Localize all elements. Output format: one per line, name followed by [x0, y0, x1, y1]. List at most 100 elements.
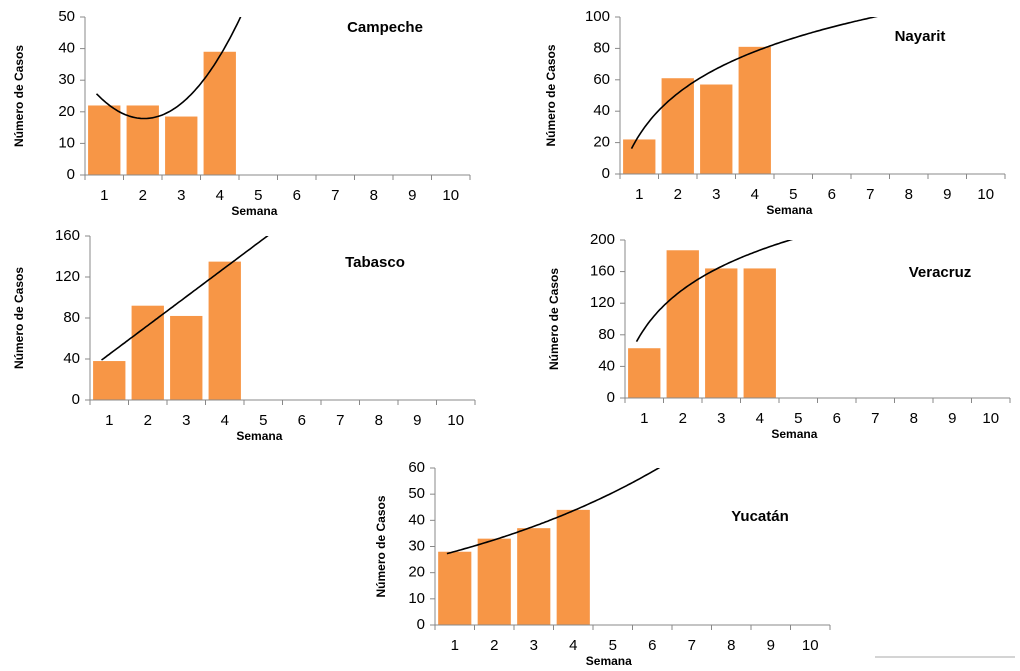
y-tick-label: 80 [63, 309, 80, 326]
y-tick-label: 10 [408, 590, 425, 607]
x-tick-label: 2 [144, 412, 152, 429]
y-tick-label: 30 [58, 71, 75, 88]
y-tick-label: 10 [58, 134, 75, 151]
y-tick-label: 120 [55, 268, 80, 285]
x-tick-label: 8 [905, 186, 913, 203]
bar [165, 116, 198, 175]
chart-title: Yucatán [731, 508, 789, 525]
y-tick-label: 80 [598, 326, 615, 343]
trendline [630, 17, 878, 149]
x-tick-label: 5 [794, 410, 802, 427]
x-tick-label: 1 [635, 186, 643, 203]
x-tick-label: 1 [100, 187, 108, 204]
x-tick-label: 10 [802, 637, 819, 654]
x-tick-label: 9 [948, 410, 956, 427]
x-tick-label: 3 [530, 637, 538, 654]
x-tick-label: 6 [293, 187, 301, 204]
x-tick-label: 2 [490, 637, 498, 654]
y-tick-label: 160 [590, 263, 615, 280]
y-tick-label: 0 [607, 389, 615, 406]
x-tick-label: 2 [674, 186, 682, 203]
x-tick-label: 8 [370, 187, 378, 204]
y-tick-label: 120 [590, 294, 615, 311]
x-tick-label: 6 [833, 410, 841, 427]
x-tick-label: 8 [910, 410, 918, 427]
x-tick-label: 10 [447, 412, 464, 429]
y-axis-label: Número de Casos [374, 495, 388, 597]
x-tick-label: 7 [336, 412, 344, 429]
x-tick-label: 9 [767, 637, 775, 654]
trendline [95, 17, 242, 120]
x-axis-label: Semana [231, 204, 277, 218]
x-tick-label: 6 [828, 186, 836, 203]
bar [705, 268, 738, 398]
x-tick-label: 7 [871, 410, 879, 427]
x-tick-label: 1 [105, 412, 113, 429]
bar [700, 84, 733, 174]
y-tick-label: 100 [585, 8, 610, 25]
y-tick-label: 20 [408, 564, 425, 581]
trendline [446, 468, 661, 555]
chart-title: Tabasco [345, 254, 405, 271]
x-tick-label: 10 [982, 410, 999, 427]
y-tick-label: 40 [58, 40, 75, 57]
trendline [635, 240, 793, 343]
y-tick-label: 80 [593, 39, 610, 56]
x-tick-label: 10 [442, 187, 459, 204]
y-tick-label: 50 [408, 485, 425, 502]
x-tick-label: 4 [216, 187, 224, 204]
x-tick-label: 2 [679, 410, 687, 427]
x-tick-label: 8 [375, 412, 383, 429]
bar [438, 551, 472, 625]
y-axis-label: Número de Casos [547, 268, 561, 370]
y-tick-label: 20 [58, 103, 75, 120]
y-tick-label: 60 [593, 71, 610, 88]
chart-title: Campeche [347, 19, 423, 36]
bar [131, 305, 164, 400]
bar [93, 361, 126, 400]
bar [88, 105, 121, 175]
x-tick-label: 9 [408, 187, 416, 204]
bar [743, 268, 776, 398]
trendline [101, 236, 269, 361]
y-tick-label: 0 [602, 165, 610, 182]
x-tick-label: 6 [298, 412, 306, 429]
x-axis-label: Semana [586, 654, 632, 668]
x-tick-label: 4 [756, 410, 764, 427]
y-tick-label: 30 [408, 537, 425, 554]
x-tick-label: 4 [569, 637, 577, 654]
bar [628, 348, 661, 398]
x-tick-label: 3 [177, 187, 185, 204]
y-tick-label: 40 [593, 102, 610, 119]
x-tick-label: 1 [640, 410, 648, 427]
x-tick-label: 5 [254, 187, 262, 204]
x-tick-label: 4 [751, 186, 759, 203]
x-tick-label: 7 [331, 187, 339, 204]
chart: 0 40 80 120 160 1 2 3 4 5 6 7 8 9 10 Semana Número de Ca… [12, 227, 476, 443]
chart: 0 10 20 30 40 50 60 1 2 3 4 5 6 7 8 9 10 Semana Número de … [374, 459, 831, 668]
y-tick-label: 60 [408, 459, 425, 476]
x-tick-label: 8 [727, 637, 735, 654]
y-tick-label: 40 [408, 511, 425, 528]
x-tick-label: 6 [648, 637, 656, 654]
bar [666, 250, 699, 398]
bar [477, 538, 511, 625]
x-tick-label: 3 [182, 412, 190, 429]
chart-title: Veracruz [909, 264, 972, 281]
bar [623, 139, 656, 174]
x-tick-label: 4 [221, 412, 229, 429]
x-tick-label: 9 [943, 186, 951, 203]
bar [126, 105, 159, 175]
y-tick-label: 0 [417, 616, 425, 633]
x-tick-label: 5 [259, 412, 267, 429]
x-tick-label: 7 [866, 186, 874, 203]
y-tick-label: 0 [67, 166, 75, 183]
y-tick-label: 40 [63, 350, 80, 367]
bar [556, 509, 590, 625]
x-tick-label: 9 [413, 412, 421, 429]
x-tick-label: 7 [688, 637, 696, 654]
y-tick-label: 200 [590, 231, 615, 248]
x-tick-label: 3 [717, 410, 725, 427]
y-axis-label: Número de Casos [544, 44, 558, 146]
